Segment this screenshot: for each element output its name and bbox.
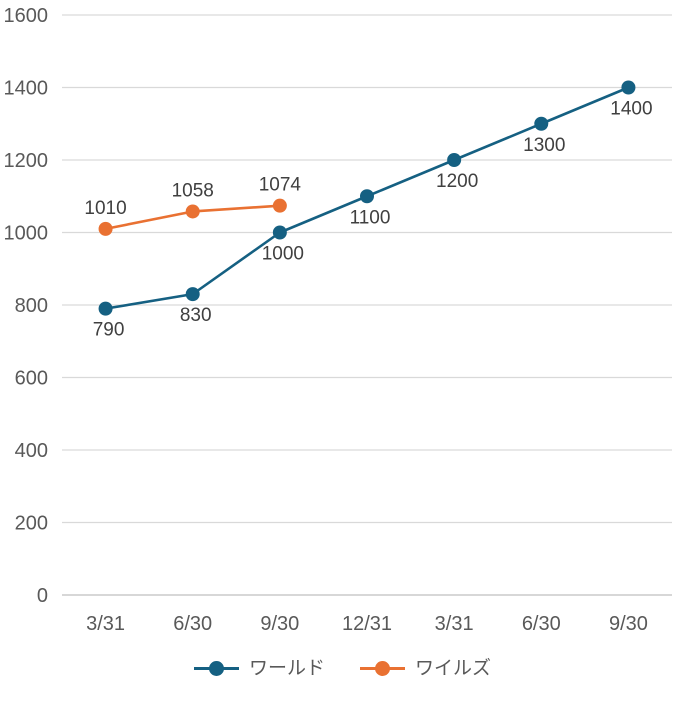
legend-label: ワールド <box>248 657 325 679</box>
x-tick-label: 3/31 <box>435 613 474 635</box>
y-tick-label: 1400 <box>4 78 49 100</box>
legend-line-marker-icon <box>193 660 239 676</box>
series-1-point-marker <box>272 198 287 213</box>
data-label: 1058 <box>172 180 214 201</box>
legend-line-marker-icon <box>360 660 405 676</box>
data-label: 1200 <box>436 171 478 192</box>
series-1-point-marker <box>98 221 113 236</box>
series-0-point-marker <box>272 225 287 240</box>
legend-item-series-1: ワイルズ <box>359 659 491 678</box>
series-0-point-marker <box>534 116 549 131</box>
y-tick-label: 1200 <box>4 150 49 172</box>
data-label: 1400 <box>610 99 652 120</box>
y-tick-label: 800 <box>15 295 48 317</box>
series-1-point-marker <box>185 204 200 219</box>
x-tick-label: 12/31 <box>342 613 392 635</box>
y-tick-label: 1000 <box>4 223 49 245</box>
data-label: 790 <box>93 320 125 341</box>
series-0-point-marker <box>621 80 636 95</box>
x-tick-label: 6/30 <box>173 613 212 635</box>
legend-item-series-0: ワールド <box>193 659 325 678</box>
series-0-point-marker <box>185 287 200 302</box>
series-0-point-marker <box>447 153 462 167</box>
y-tick-label: 200 <box>15 513 48 535</box>
legend-label: ワイルズ <box>415 657 492 679</box>
x-tick-label: 6/30 <box>522 613 561 635</box>
y-tick-label: 600 <box>15 368 48 390</box>
data-label: 1000 <box>262 244 304 265</box>
x-tick-label: 9/30 <box>609 613 648 635</box>
y-tick-label: 0 <box>37 585 48 607</box>
data-label: 1010 <box>84 198 126 219</box>
series-0-point-marker <box>360 189 374 204</box>
series-0-point-marker <box>98 301 113 316</box>
y-tick-label: 400 <box>15 440 48 462</box>
line-chart-plot: 0 200 400 600 800 1000 1200 1400 1600 3/31 6/30 9/3… <box>4 5 672 635</box>
x-tick-label: 3/31 <box>86 613 125 635</box>
data-label: 1100 <box>350 207 391 228</box>
data-label: 1074 <box>259 175 302 196</box>
chart-legend: ワールド ワイルズ <box>0 648 684 688</box>
data-label: 1300 <box>523 135 565 156</box>
y-tick-label: 1600 <box>4 5 49 27</box>
x-tick-label: 9/30 <box>260 613 299 635</box>
data-label: 830 <box>180 305 212 326</box>
